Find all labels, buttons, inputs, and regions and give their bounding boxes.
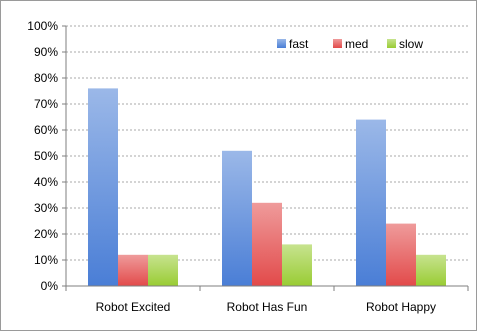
y-tick-label: 10% bbox=[34, 253, 58, 267]
bar-slow-3 bbox=[416, 254, 446, 286]
bars bbox=[88, 88, 446, 287]
y-tick-label: 20% bbox=[34, 227, 58, 241]
legend-swatch-slow bbox=[387, 39, 396, 48]
bar-med-2 bbox=[252, 202, 282, 286]
legend: fast med slow bbox=[277, 37, 423, 51]
legend-label-med: med bbox=[345, 37, 368, 51]
y-tick-label: 60% bbox=[34, 123, 58, 137]
legend-swatch-med bbox=[333, 39, 342, 48]
y-tick-label: 100% bbox=[27, 19, 58, 33]
bar-slow-1 bbox=[148, 254, 178, 286]
x-tick-label: Robot Excited bbox=[96, 300, 171, 314]
legend-swatch-fast bbox=[277, 39, 286, 48]
bar-med-3 bbox=[386, 223, 416, 286]
bar-fast-3 bbox=[356, 119, 386, 286]
x-axis-labels: Robot Excited Robot Has Fun Robot Happy bbox=[96, 300, 436, 314]
y-tick-label: 0% bbox=[41, 279, 59, 293]
x-tick-label: Robot Happy bbox=[366, 300, 436, 314]
bar-slow-2 bbox=[282, 244, 312, 286]
y-tick-label: 50% bbox=[34, 149, 58, 163]
x-tick-label: Robot Has Fun bbox=[227, 300, 308, 314]
y-tick-label: 70% bbox=[34, 97, 58, 111]
bar-med-1 bbox=[118, 254, 148, 286]
y-tick-label: 90% bbox=[34, 45, 58, 59]
legend-label-fast: fast bbox=[289, 37, 309, 51]
y-tick-label: 80% bbox=[34, 71, 58, 85]
axes bbox=[62, 25, 469, 291]
y-axis-ticks: 0% 10% 20% 30% 40% 50% 60% 70% 80% 90% 100% bbox=[27, 19, 58, 293]
bar-fast-2 bbox=[222, 150, 252, 286]
legend-label-slow: slow bbox=[399, 37, 423, 51]
y-tick-label: 30% bbox=[34, 201, 58, 215]
bar-fast-1 bbox=[88, 88, 118, 287]
y-tick-label: 40% bbox=[34, 175, 58, 189]
